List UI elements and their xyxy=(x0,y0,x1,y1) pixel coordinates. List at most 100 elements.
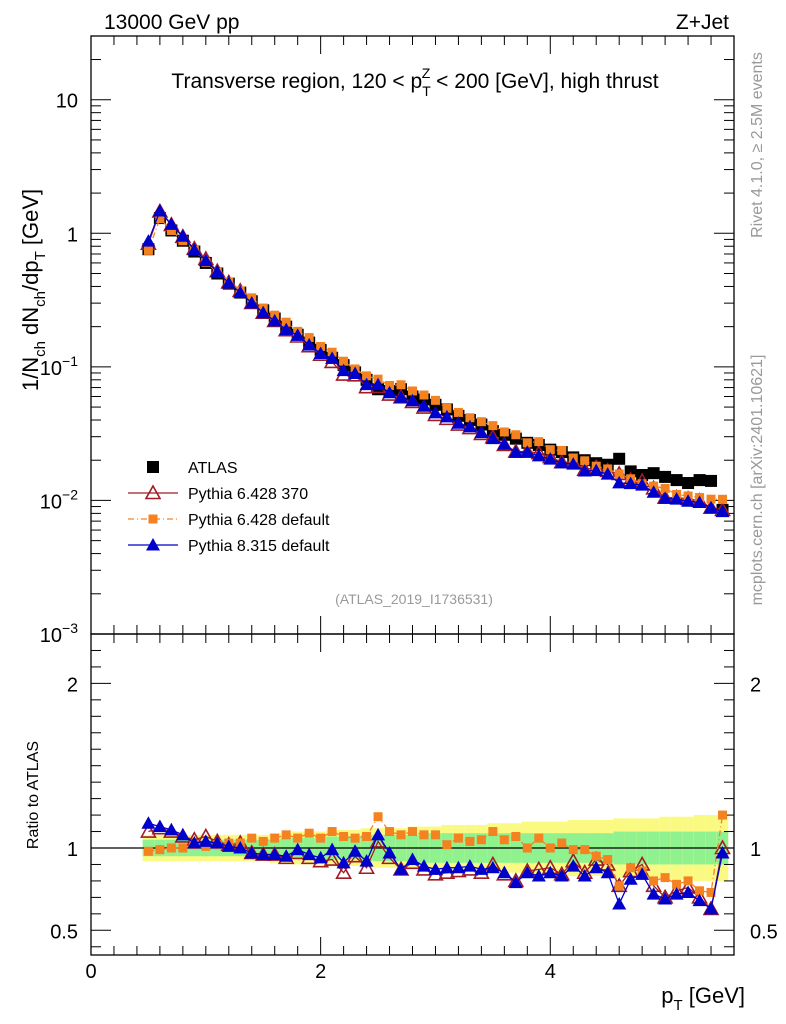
ratio-point xyxy=(669,887,684,900)
ratio-point xyxy=(339,831,349,841)
chart-title: Transverse region, 120 < pTZ < 200 [GeV]… xyxy=(171,65,658,99)
series-point xyxy=(580,456,590,466)
ratio-point xyxy=(405,852,420,866)
ratio-point xyxy=(465,836,475,846)
ratio-point xyxy=(358,859,375,875)
header-left: 13000 GeV pp xyxy=(104,11,239,34)
ratio-point xyxy=(557,838,567,848)
series-point xyxy=(577,464,592,477)
series-point xyxy=(233,285,248,299)
ratio-point xyxy=(362,831,372,841)
series-point xyxy=(419,390,429,400)
series-point xyxy=(658,491,673,504)
atlas-point xyxy=(647,467,660,480)
series-point xyxy=(336,363,351,377)
series-point xyxy=(385,380,395,390)
ratio-point xyxy=(683,876,693,886)
y-tick-label: 10−3 xyxy=(40,620,78,647)
atlas-point xyxy=(659,470,672,483)
ratio-point xyxy=(485,860,500,874)
axes-and-ticks: 10 1 10−1 10−2 10−3 0.5 0.5 1 1 2 2 0 2 4 xyxy=(40,35,778,983)
ratio-point xyxy=(371,827,386,841)
series-point xyxy=(405,393,420,407)
ratio-point xyxy=(462,859,477,872)
series-point xyxy=(339,356,349,366)
ratio-point xyxy=(474,862,489,875)
ratio-point xyxy=(373,812,383,822)
ratio-point xyxy=(554,868,569,882)
ratio-point xyxy=(164,822,179,836)
series-point xyxy=(681,494,696,507)
series-point xyxy=(545,445,555,455)
series-point xyxy=(396,380,406,390)
series-point xyxy=(428,405,443,419)
series-point xyxy=(499,427,509,437)
ratio-point xyxy=(568,845,578,855)
series-point xyxy=(534,437,544,447)
ratio-point xyxy=(706,887,716,897)
ratio-point xyxy=(522,843,532,853)
series-point xyxy=(543,452,558,465)
ratio-point xyxy=(304,828,314,838)
ratio-point xyxy=(143,846,153,856)
ratio-point xyxy=(646,887,661,900)
series-point xyxy=(474,425,489,439)
x-tick-label: 4 xyxy=(545,961,556,983)
ratio-point xyxy=(396,830,406,840)
series-point xyxy=(476,417,486,427)
ratio-point xyxy=(335,864,352,879)
ratio-point xyxy=(187,836,202,849)
ratio-point xyxy=(499,835,509,845)
series-point xyxy=(408,386,417,396)
series-point xyxy=(462,419,477,433)
series-point xyxy=(612,475,627,489)
series-point xyxy=(465,413,475,423)
ratio-point xyxy=(545,843,555,853)
series-point xyxy=(718,494,728,504)
series-point xyxy=(279,322,294,336)
ratio-point xyxy=(348,844,363,857)
ratio-point xyxy=(603,855,613,865)
ratio-point xyxy=(623,872,638,885)
series-point xyxy=(290,328,305,341)
series-point xyxy=(304,333,314,343)
ratio-point xyxy=(408,827,417,837)
series-point xyxy=(256,305,271,319)
ratio-point xyxy=(660,873,670,883)
series-point xyxy=(488,421,498,431)
ratio-point xyxy=(350,833,360,843)
data-series xyxy=(140,202,731,916)
legend-label: ATLAS xyxy=(188,460,238,477)
ratio-point xyxy=(327,827,337,837)
ratio-point xyxy=(511,831,521,841)
series-point xyxy=(557,445,567,455)
series-point xyxy=(143,245,153,255)
series-point xyxy=(141,234,156,247)
series-point xyxy=(511,430,521,440)
x-tick-label: 0 xyxy=(85,961,96,983)
ratio-point xyxy=(385,827,395,837)
ratio-point xyxy=(658,892,673,905)
mcplots-label: mcplots.cern.ch [arXiv:2401.10621] xyxy=(749,355,766,606)
analysis-tag: (ATLAS_2019_I1736531) xyxy=(335,591,493,607)
series-point xyxy=(302,337,317,351)
ratio-point xyxy=(531,868,546,882)
ratio-point xyxy=(681,885,696,898)
ratio-point xyxy=(210,836,225,849)
series-point xyxy=(166,225,176,235)
ratio-point xyxy=(313,850,328,864)
series-point xyxy=(198,253,213,267)
ratio-point xyxy=(293,833,303,843)
series-point xyxy=(660,483,670,493)
series-point xyxy=(589,463,604,477)
series-line xyxy=(147,217,723,500)
legend: ATLAS Pythia 6.428 370 Pythia 6.428 defaul… xyxy=(128,460,330,555)
ratio-point xyxy=(244,845,259,859)
legend-item: Pythia 8.315 default xyxy=(128,538,330,555)
series-point xyxy=(554,455,569,469)
y-tick-label: 10−2 xyxy=(40,486,78,513)
legend-label: Pythia 8.315 default xyxy=(188,538,330,555)
ratio-point xyxy=(508,875,523,889)
series-point xyxy=(394,390,409,403)
series-point xyxy=(371,377,386,391)
